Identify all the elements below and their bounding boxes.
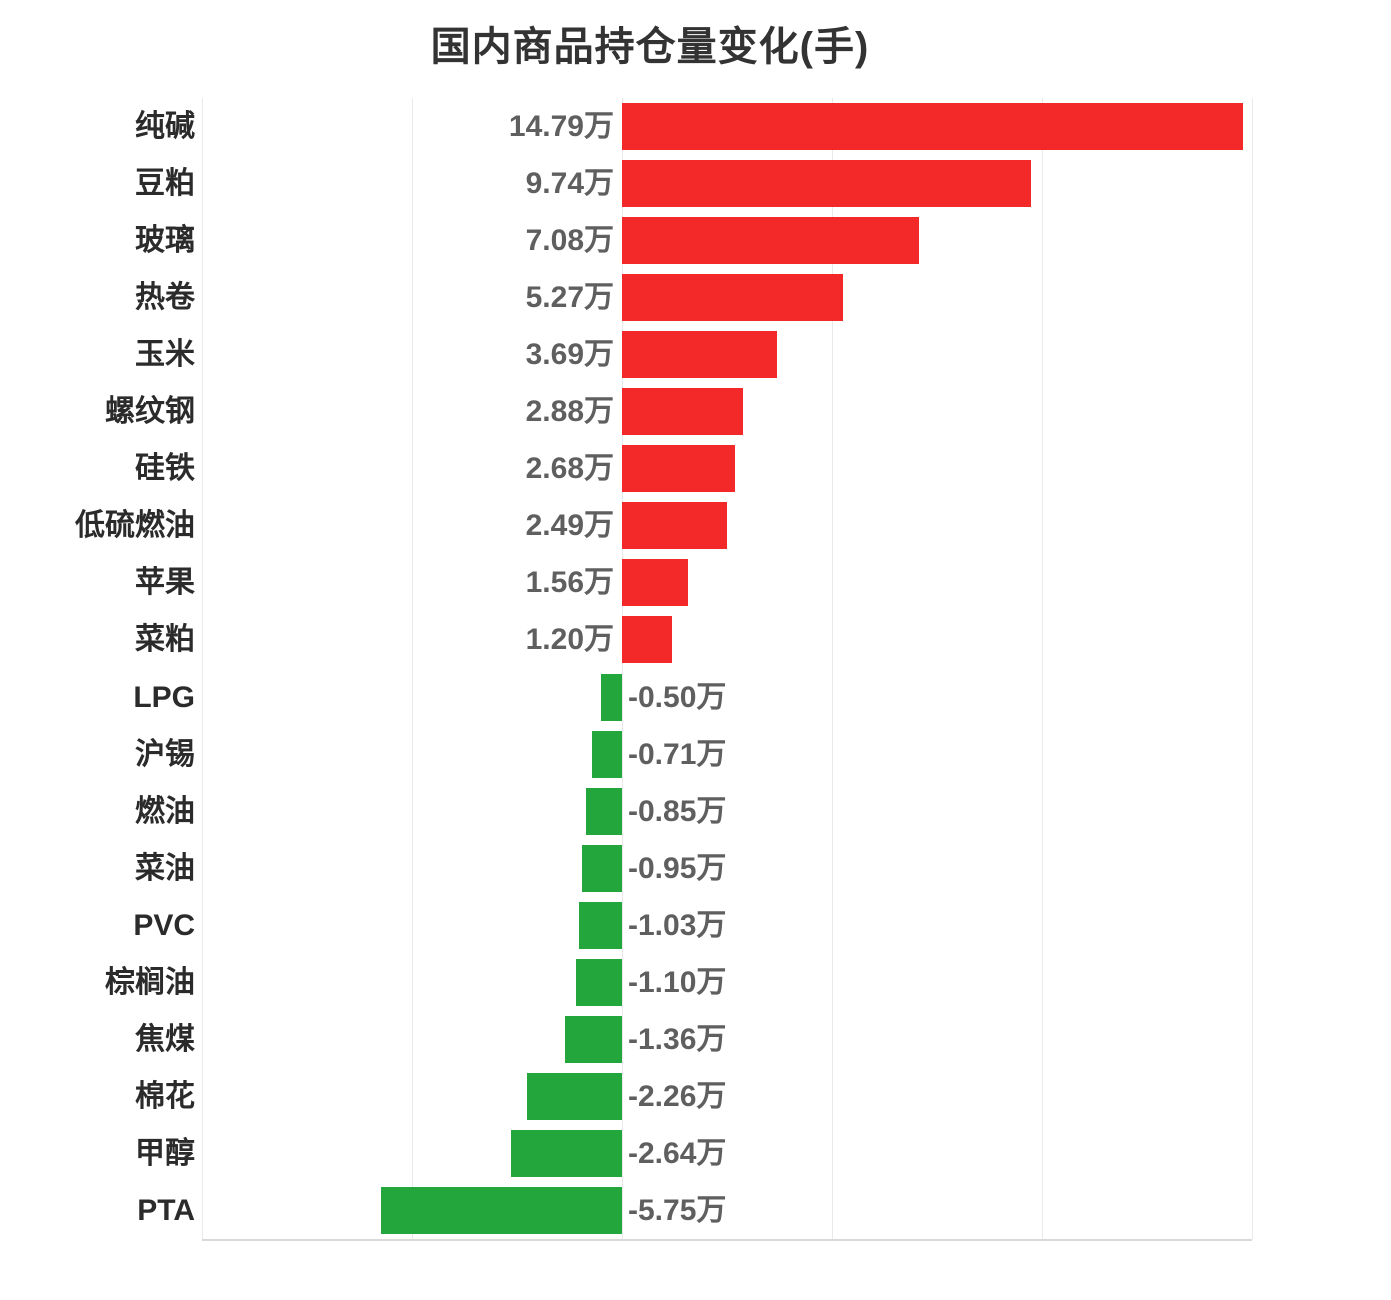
value-label: 1.56万 [525,566,614,600]
gridline [622,98,623,1239]
gridline [202,98,203,1239]
value-label: -2.64万 [628,1136,727,1170]
bar [564,1015,622,1063]
bar [582,844,622,892]
bar [622,502,727,550]
category-label: 硅铁 [135,452,195,486]
bar [601,673,622,721]
value-label: -0.95万 [628,851,727,885]
category-label: 沪锡 [135,737,195,771]
value-label: -1.36万 [628,1022,727,1056]
category-label: 棕榈油 [105,965,195,999]
gridline [832,98,833,1239]
category-label: 玉米 [135,338,195,372]
value-label: 2.88万 [525,395,614,429]
category-label: 苹果 [135,566,195,600]
category-label: 低硫燃油 [75,509,195,543]
value-label: 2.68万 [525,452,614,486]
value-label: -0.50万 [628,680,727,714]
category-label: PVC [133,908,195,942]
category-label: 甲醇 [135,1136,195,1170]
bar [622,331,777,379]
value-label: 1.20万 [525,623,614,657]
bar [622,274,844,322]
value-label: -0.85万 [628,794,727,828]
category-label: 玻璃 [135,224,195,258]
value-label: 2.49万 [525,509,614,543]
value-label: 9.74万 [525,167,614,201]
value-label: -0.71万 [628,737,727,771]
category-label: LPG [133,680,195,714]
value-label: -5.75万 [628,1193,727,1227]
gridline [412,98,413,1239]
category-label: 热卷 [135,281,195,315]
category-label: PTA [137,1193,195,1227]
category-label: 纯碱 [135,110,195,143]
plot-area: 14.79万 9.74万 7.08万 5.27万 3.69万 2.88万 2.68万 2.49… [202,98,1253,1241]
category-label: 菜粕 [135,623,195,657]
bar [592,730,622,778]
category-label: 螺纹钢 [105,395,195,429]
chart-title: 国内商品持仓量变化(手) [430,25,870,69]
value-label: 5.27万 [525,281,614,315]
category-label: 燃油 [135,794,195,828]
bar [622,160,1032,208]
bar [380,1186,622,1234]
bar [511,1129,622,1177]
value-label: 7.08万 [525,224,614,258]
bar [575,958,622,1006]
bar [622,217,920,265]
value-label: -1.03万 [628,908,727,942]
bar [578,901,622,949]
bar [586,787,622,835]
category-label: 豆粕 [135,167,195,201]
category-label: 棉花 [135,1079,195,1113]
bar [622,559,688,607]
value-label: -1.10万 [628,965,727,999]
category-label: 焦煤 [135,1022,195,1056]
bar [622,103,1244,151]
bar [527,1072,622,1120]
bar [622,445,735,493]
gridline [1042,98,1043,1239]
gridline [1252,98,1253,1239]
value-label: -2.26万 [628,1079,727,1113]
value-label: 14.79万 [508,110,614,144]
category-label: 菜油 [135,851,195,885]
value-label: 3.69万 [525,338,614,372]
bar [622,388,743,436]
bar [622,616,673,664]
